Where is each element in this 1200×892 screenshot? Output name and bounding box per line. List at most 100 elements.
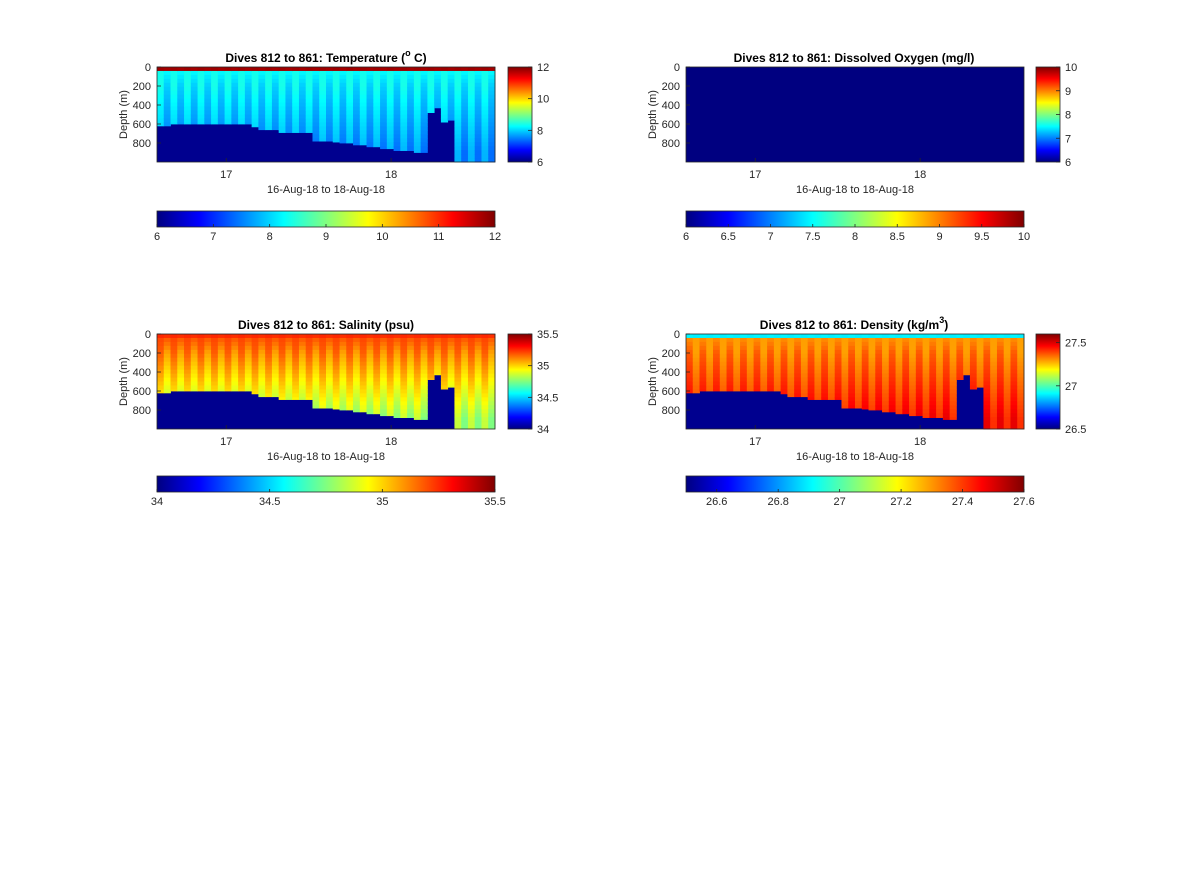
data-cell bbox=[740, 385, 748, 390]
data-cell bbox=[990, 409, 998, 414]
data-cell bbox=[312, 405, 320, 409]
data-cell bbox=[474, 142, 482, 147]
data-cell bbox=[211, 102, 219, 107]
data-cell bbox=[258, 349, 266, 355]
data-cell bbox=[929, 381, 937, 386]
data-cell bbox=[420, 74, 428, 80]
data-cell bbox=[882, 409, 890, 413]
data-cell bbox=[298, 130, 307, 133]
data-cell bbox=[359, 361, 367, 367]
data-cell bbox=[706, 345, 714, 351]
data-cell bbox=[271, 373, 280, 378]
data-cell bbox=[413, 90, 422, 96]
data-cell bbox=[895, 385, 903, 390]
data-cell bbox=[359, 389, 367, 394]
profile-column bbox=[427, 334, 435, 380]
data-cell bbox=[861, 377, 869, 382]
data-cell bbox=[447, 365, 455, 371]
data-cell bbox=[427, 106, 435, 111]
profile-column bbox=[875, 334, 883, 411]
data-cell bbox=[278, 345, 286, 351]
data-cell bbox=[400, 413, 408, 418]
data-cell bbox=[481, 154, 489, 159]
data-cell bbox=[204, 345, 212, 351]
data-cell bbox=[319, 357, 327, 363]
data-cell bbox=[420, 353, 428, 359]
data-cell bbox=[861, 365, 869, 371]
data-cell bbox=[373, 385, 381, 390]
data-cell bbox=[400, 74, 408, 80]
profile-column bbox=[319, 67, 327, 142]
data-cell bbox=[474, 409, 482, 414]
data-cell bbox=[407, 134, 415, 139]
data-cell bbox=[305, 122, 313, 127]
data-cell bbox=[312, 401, 320, 406]
data-cell bbox=[319, 345, 327, 351]
data-cell bbox=[292, 82, 300, 88]
data-cell bbox=[292, 130, 300, 133]
data-cell bbox=[440, 373, 449, 378]
data-cell bbox=[271, 345, 280, 351]
data-cell bbox=[440, 365, 449, 371]
data-cell bbox=[231, 118, 239, 123]
data-cell bbox=[265, 353, 273, 359]
data-cell bbox=[942, 377, 951, 382]
data-cell bbox=[359, 70, 367, 76]
data-cell bbox=[305, 377, 313, 382]
data-cell bbox=[332, 334, 340, 339]
data-cell bbox=[332, 94, 340, 100]
data-cell bbox=[373, 373, 381, 378]
data-cell bbox=[800, 349, 809, 355]
data-cell bbox=[285, 126, 293, 131]
data-cell bbox=[298, 78, 307, 84]
data-cell bbox=[224, 122, 232, 125]
data-cell bbox=[292, 94, 300, 100]
data-cell bbox=[366, 369, 374, 374]
data-cell bbox=[1010, 377, 1018, 382]
data-cell bbox=[467, 122, 476, 127]
data-cell bbox=[157, 70, 165, 76]
data-cell bbox=[1010, 373, 1018, 378]
chart-title: Dives 812 to 861: Temperature (o C) bbox=[225, 48, 426, 65]
data-cell bbox=[305, 94, 313, 100]
data-cell bbox=[773, 334, 782, 339]
data-cell bbox=[814, 365, 822, 371]
data-cell bbox=[990, 425, 998, 430]
data-cell bbox=[217, 114, 225, 119]
data-cell bbox=[787, 353, 795, 359]
data-cell bbox=[467, 341, 476, 347]
data-cell bbox=[400, 405, 408, 410]
data-cell bbox=[346, 381, 354, 386]
data-cell bbox=[305, 345, 313, 351]
data-cell bbox=[197, 389, 205, 392]
data-cell bbox=[373, 106, 381, 111]
data-cell bbox=[807, 393, 815, 398]
data-cell bbox=[848, 377, 856, 382]
data-cell bbox=[224, 110, 232, 115]
data-cell bbox=[326, 70, 334, 76]
data-cell bbox=[204, 381, 212, 386]
data-cell bbox=[434, 349, 442, 355]
data-cell bbox=[353, 78, 361, 84]
profile-column bbox=[380, 334, 388, 417]
data-cell bbox=[895, 334, 903, 339]
data-cell bbox=[373, 98, 381, 104]
data-cell bbox=[285, 361, 293, 367]
data-cell bbox=[184, 90, 192, 96]
data-cell bbox=[481, 90, 489, 96]
data-cell bbox=[420, 110, 428, 115]
data-cell bbox=[1003, 401, 1011, 406]
data-cell bbox=[413, 118, 422, 123]
data-cell bbox=[366, 86, 374, 92]
data-cell bbox=[157, 82, 165, 88]
data-cell bbox=[366, 134, 374, 139]
data-cell bbox=[956, 341, 964, 347]
data-cell bbox=[699, 365, 707, 371]
data-cell bbox=[855, 389, 863, 394]
data-cell bbox=[488, 413, 496, 418]
profile-column bbox=[177, 334, 185, 392]
data-cell bbox=[258, 385, 266, 390]
data-cell bbox=[915, 349, 923, 355]
data-cell bbox=[474, 397, 482, 402]
profile-column bbox=[420, 334, 428, 420]
